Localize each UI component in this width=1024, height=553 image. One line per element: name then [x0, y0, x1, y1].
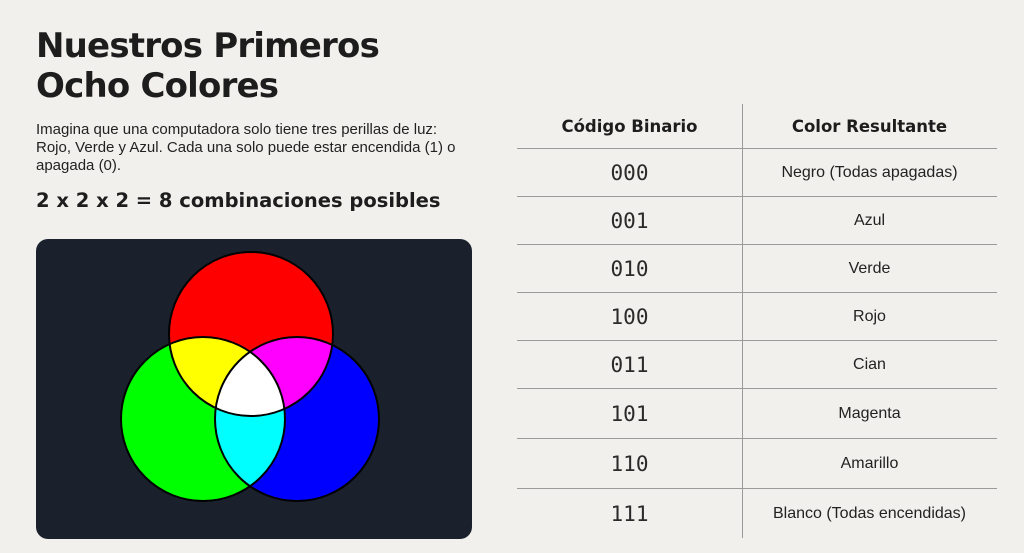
- venn-svg: [120, 251, 380, 502]
- color-name-cell: Magenta: [838, 404, 901, 422]
- combinations-formula: 2 x 2 x 2 = 8 combinaciones posibles: [36, 189, 441, 212]
- table-row: 000 Negro (Todas apagadas): [517, 148, 997, 196]
- binary-code-cell: 111: [610, 501, 649, 526]
- binary-code-cell: 100: [610, 304, 649, 329]
- binary-code-cell: 000: [610, 160, 649, 185]
- table-row: 001 Azul: [517, 196, 997, 244]
- table-row: 100 Rojo: [517, 292, 997, 340]
- binary-code-cell: 101: [610, 401, 649, 426]
- color-name-cell: Azul: [853, 211, 886, 229]
- page-title: Nuestros Primeros Ocho Colores: [36, 26, 476, 106]
- color-name-cell: Negro (Todas apagadas): [781, 163, 958, 181]
- header-binary-code: Código Binario: [561, 116, 698, 136]
- binary-code-cell: 010: [610, 256, 649, 281]
- color-name-cell: Cian: [853, 355, 886, 373]
- color-name-cell: Verde: [848, 259, 891, 277]
- binary-color-table: Código Binario Color Resultante 000 Negro…: [517, 104, 997, 538]
- color-name-cell: Amarillo: [840, 454, 899, 472]
- binary-code-cell: 011: [610, 352, 649, 377]
- table-header: Código Binario Color Resultante: [517, 104, 997, 148]
- table-row: 101 Magenta: [517, 388, 997, 438]
- table-row: 110 Amarillo: [517, 438, 997, 488]
- table-row: 011 Cian: [517, 340, 997, 388]
- header-resulting-color: Color Resultante: [791, 116, 948, 136]
- white-overlap: [215, 337, 285, 416]
- column-divider: [742, 104, 743, 538]
- table-row: 010 Verde: [517, 244, 997, 292]
- binary-code-cell: 001: [610, 208, 649, 233]
- table-row: 111 Blanco (Todas encendidas): [517, 488, 997, 538]
- color-name-cell: Blanco (Todas encendidas): [772, 504, 966, 522]
- description-text: Imagina que una computadora solo tiene t…: [36, 121, 456, 174]
- title-line-1: Nuestros Primeros: [36, 26, 380, 66]
- rgb-venn-diagram: [36, 239, 472, 539]
- title-line-2: Ocho Colores: [36, 66, 279, 106]
- binary-code-cell: 110: [610, 451, 649, 476]
- color-name-cell: Rojo: [853, 307, 886, 325]
